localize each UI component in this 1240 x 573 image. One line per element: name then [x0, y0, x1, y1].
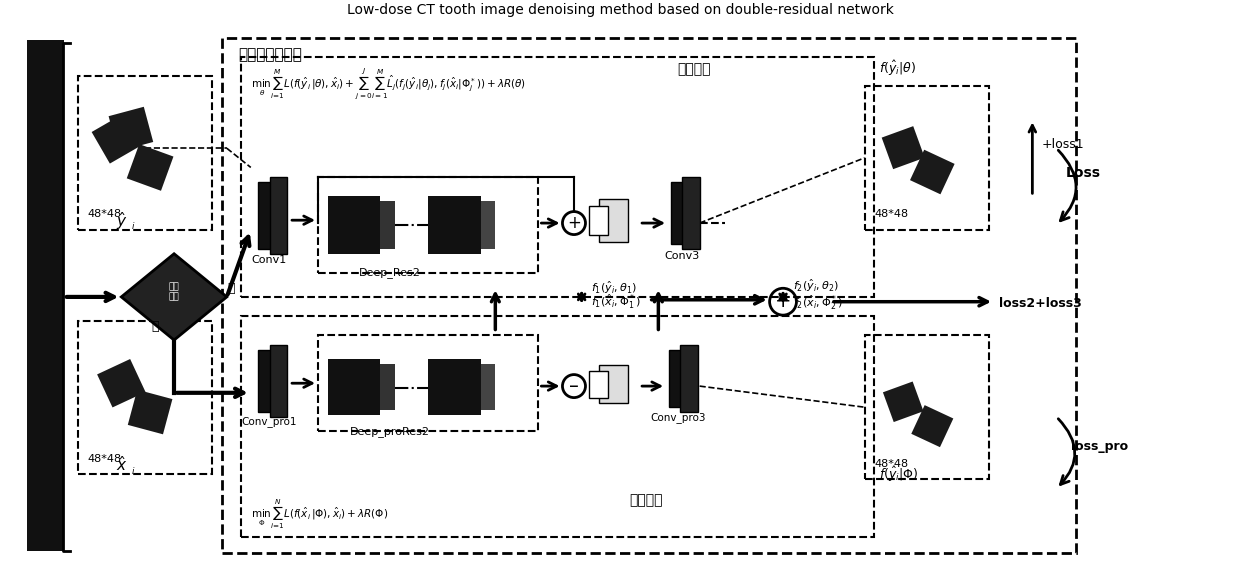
Text: Deep_proRes2: Deep_proRes2 [350, 426, 430, 437]
Text: Deep_Res2: Deep_Res2 [358, 267, 420, 278]
Text: 48*48: 48*48 [874, 458, 908, 469]
Text: +: + [567, 214, 580, 232]
FancyBboxPatch shape [92, 114, 141, 163]
Text: $_i$: $_i$ [131, 462, 135, 476]
Text: –: – [569, 376, 579, 395]
Bar [589, 206, 609, 234]
Text: $\min_{\theta}\sum_{i=1}^{M}L(f(\hat{y}_i|\theta),\hat{x}_i)+\sum_{j=0}^{J}\sum_: $\min_{\theta}\sum_{i=1}^{M}L(f(\hat{y}_… [250, 66, 526, 102]
Text: 双残差网络框架: 双残差网络框架 [238, 48, 303, 62]
Text: 48*48: 48*48 [88, 209, 122, 219]
Bar [242, 57, 874, 297]
Bar [242, 316, 874, 537]
Text: $\hat{y}$: $\hat{y}$ [115, 210, 128, 232]
Text: 去噪网络: 去噪网络 [677, 62, 711, 76]
Bar [258, 350, 281, 412]
Bar [381, 201, 394, 249]
Bar [327, 196, 381, 254]
Polygon shape [122, 254, 227, 340]
FancyArrowPatch shape [1058, 419, 1075, 484]
Bar [668, 350, 689, 407]
Text: $f_2(\hat{x}_i,\Phi_2^*)$: $f_2(\hat{x}_i,\Phi_2^*)$ [792, 295, 842, 313]
Text: $f_1(\hat{y}_i,\theta_1)$: $f_1(\hat{y}_i,\theta_1)$ [591, 280, 637, 296]
FancyArrowPatch shape [1058, 150, 1076, 221]
Bar [428, 196, 481, 254]
FancyBboxPatch shape [910, 150, 955, 194]
Bar [599, 365, 627, 403]
Title: Low-dose CT tooth image denoising method based on double-residual network: Low-dose CT tooth image denoising method… [346, 3, 894, 17]
Bar [864, 86, 990, 230]
FancyBboxPatch shape [97, 359, 145, 407]
Bar [258, 182, 281, 249]
Bar [317, 335, 538, 431]
FancyBboxPatch shape [883, 382, 924, 422]
Text: Conv3: Conv3 [665, 250, 699, 261]
Bar [481, 201, 495, 249]
Text: 48*48: 48*48 [874, 209, 908, 219]
Text: $f(\hat{y}_i|\theta)$: $f(\hat{y}_i|\theta)$ [879, 60, 916, 79]
Text: loss_pro: loss_pro [1070, 440, 1128, 453]
Text: loss2+loss3: loss2+loss3 [998, 296, 1081, 309]
Bar [481, 364, 495, 410]
Text: Conv1: Conv1 [252, 256, 286, 265]
Bar [317, 177, 538, 273]
Text: +: + [775, 292, 791, 311]
Text: $f_1(\hat{x}_i,\Phi_1^*)$: $f_1(\hat{x}_i,\Phi_1^*)$ [591, 293, 641, 312]
FancyBboxPatch shape [128, 390, 172, 434]
FancyBboxPatch shape [126, 144, 174, 191]
Bar [682, 177, 699, 249]
Bar [327, 359, 381, 415]
Bar [78, 76, 212, 230]
Text: $_i$: $_i$ [131, 218, 135, 231]
FancyBboxPatch shape [882, 126, 925, 169]
Text: Conv_pro3: Conv_pro3 [651, 411, 707, 422]
Bar [27, 40, 63, 551]
Text: 48*48: 48*48 [88, 454, 122, 464]
Bar [589, 371, 609, 398]
Text: 是: 是 [228, 282, 236, 295]
Bar [270, 345, 288, 417]
Text: $f(\hat{y}_i|\Phi)$: $f(\hat{y}_i|\Phi)$ [879, 465, 919, 484]
Bar [671, 182, 692, 244]
FancyBboxPatch shape [109, 107, 154, 151]
Text: 是否
收敛: 是否 收敛 [169, 282, 180, 302]
Text: Conv_pro1: Conv_pro1 [242, 417, 296, 427]
Text: +loss1: +loss1 [1042, 138, 1085, 151]
Text: $f_2(\hat{y}_i,\theta_2)$: $f_2(\hat{y}_i,\theta_2)$ [792, 278, 838, 294]
Text: $\hat{x}$: $\hat{x}$ [115, 456, 126, 474]
Bar [864, 335, 990, 479]
Text: $\min_{\Phi}\sum_{i=1}^{N}L(f(\hat{x}_i|\Phi),\hat{x}_i)+\lambda R(\Phi)$: $\min_{\Phi}\sum_{i=1}^{N}L(f(\hat{x}_i|… [250, 499, 388, 531]
Bar [599, 199, 627, 242]
Bar [222, 38, 1075, 553]
Text: Loss: Loss [1066, 166, 1101, 180]
Bar [681, 345, 698, 412]
Bar [78, 321, 212, 474]
Text: 否: 否 [151, 320, 159, 333]
FancyBboxPatch shape [911, 405, 954, 447]
Text: 辅助网络: 辅助网络 [630, 493, 663, 508]
Bar [381, 364, 394, 410]
Bar [270, 177, 288, 254]
Bar [428, 359, 481, 415]
